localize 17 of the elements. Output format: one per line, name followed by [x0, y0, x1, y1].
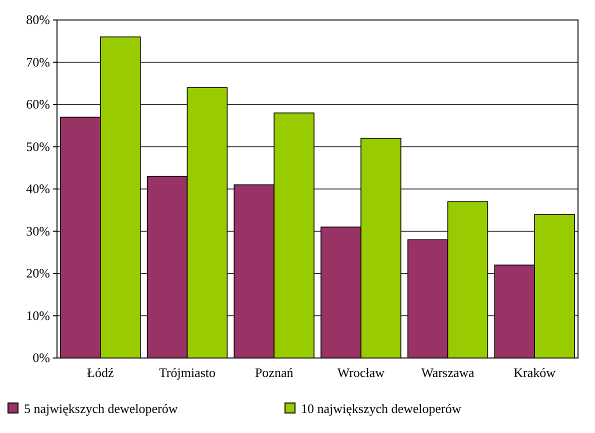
y-tick-label: 0% — [32, 350, 50, 366]
x-tick-label: Trójmiasto — [158, 365, 216, 380]
y-tick-label: 50% — [26, 138, 50, 154]
y-tick-label: 40% — [26, 181, 50, 196]
y-tick-label: 60% — [26, 96, 50, 112]
legend-label: 10 największych deweloperów — [301, 401, 462, 416]
x-tick-label: Poznań — [254, 365, 294, 380]
x-tick-label: Kraków — [514, 365, 556, 380]
y-tick-label: 70% — [26, 54, 50, 70]
y-tick-label: 80% — [26, 12, 50, 28]
x-tick-label: Warszawa — [421, 365, 475, 380]
x-tick-label: Wrocław — [337, 365, 386, 380]
y-tick-label: 20% — [26, 266, 50, 281]
y-tick-label: 10% — [26, 308, 50, 323]
y-tick-label: 30% — [26, 223, 50, 238]
legend-label: 5 największych deweloperów — [24, 401, 178, 416]
x-tick-label: Łódź — [87, 365, 114, 380]
